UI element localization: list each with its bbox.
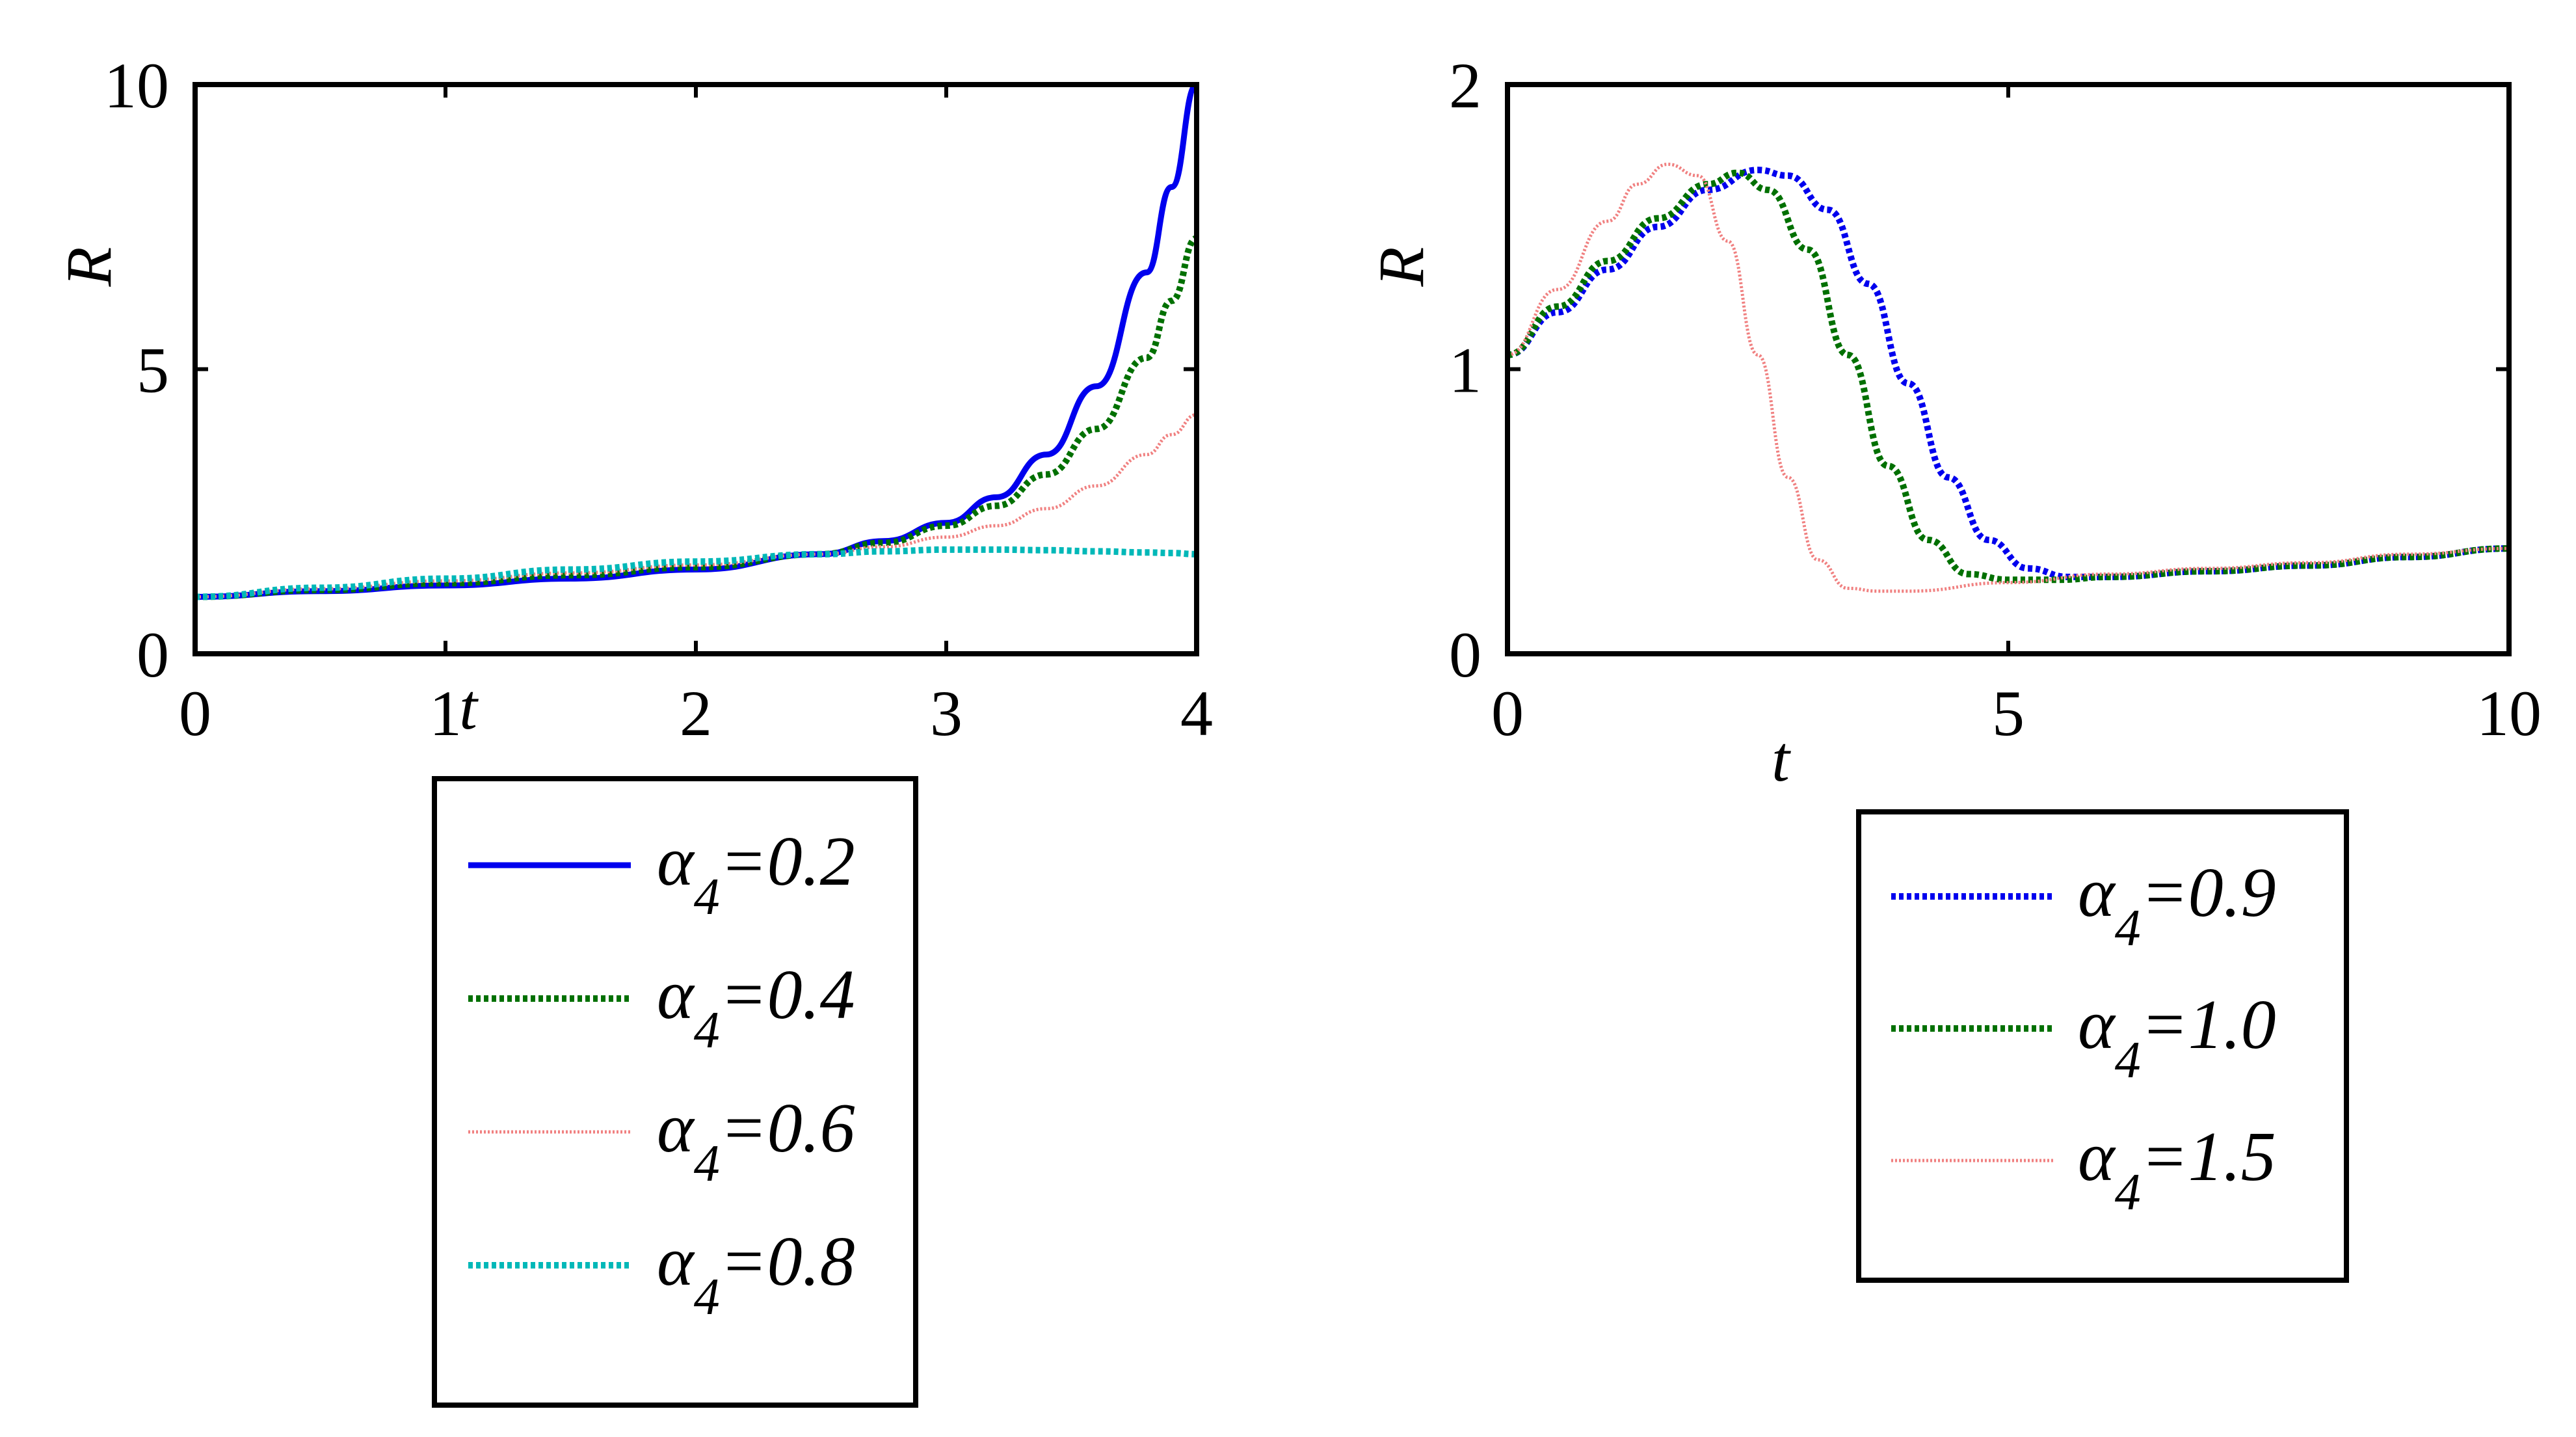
- plot-0-ylabel: R: [53, 247, 125, 287]
- plot-0-xtick-label-2: 2: [680, 677, 712, 749]
- plot-1-ytick-label-1: 1: [1449, 334, 1481, 407]
- plot-0-legend-label-0: α4=0.2: [657, 823, 855, 926]
- plot-1-legend-label-0: α4=0.9: [2078, 854, 2276, 957]
- plot-1-legend-label-2: α4=1.5: [2078, 1118, 2276, 1221]
- plot-0-legend-label-1: α4=0.4: [657, 956, 855, 1059]
- plot-1-ytick-label-2: 2: [1449, 49, 1481, 122]
- plot-1-series-0-line: [1507, 167, 2509, 580]
- plot-0-xlabel: t: [459, 671, 479, 743]
- plot-1-ytick-label-0: 0: [1449, 619, 1481, 691]
- plot-0-ytick-label-1: 5: [137, 334, 169, 407]
- plot-1-series-2-line: [1507, 162, 2509, 593]
- plot-1-xtick-label-0: 0: [1491, 677, 1524, 749]
- plot-0-series-3-line: [195, 546, 1197, 600]
- plot-1-legend-label-1: α4=1.0: [2078, 986, 2276, 1089]
- plot-1-series-1-line: [1507, 169, 2509, 584]
- plot-0-ytick-label-0: 0: [137, 619, 169, 691]
- plot-0-xtick-label-4: 4: [1180, 677, 1213, 749]
- plot-0-legend-label-2: α4=0.6: [657, 1090, 855, 1192]
- plot-1-legend-box: [1856, 809, 2349, 1283]
- plot-0-ytick-label-2: 10: [104, 49, 169, 122]
- plot-1-xtick-label-1: 5: [1992, 677, 2025, 749]
- plot-0-xtick-label-1: 1: [429, 677, 462, 749]
- plot-0-legend-box: [432, 776, 918, 1408]
- plot-1-xtick-label-2: 10: [2476, 677, 2542, 749]
- plot-0-xtick-label-3: 3: [930, 677, 963, 749]
- plot-1-frame: [1505, 82, 2512, 656]
- plot-0-series-1-line: [195, 235, 1197, 600]
- plot-1-ylabel: R: [1365, 247, 1437, 287]
- plot-0-series-0-line: [195, 85, 1197, 600]
- plot-0-xtick-label-0: 0: [179, 677, 211, 749]
- plot-0-legend-label-3: α4=0.8: [657, 1223, 855, 1326]
- plot-1-xlabel: t: [1772, 723, 1791, 795]
